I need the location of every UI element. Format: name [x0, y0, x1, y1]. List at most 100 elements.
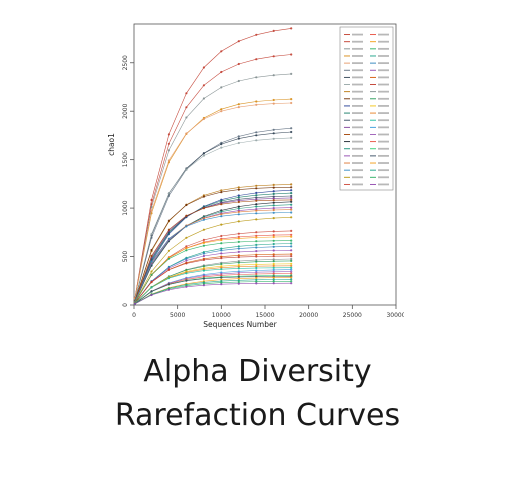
data-point	[185, 168, 188, 171]
data-point	[272, 207, 275, 210]
data-point	[290, 239, 293, 242]
series-line	[134, 260, 292, 304]
data-point	[237, 62, 240, 66]
data-point	[220, 143, 223, 146]
data-point	[237, 247, 240, 250]
data-point	[290, 200, 293, 203]
data-point	[185, 259, 188, 262]
series-line	[134, 250, 292, 304]
data-point	[237, 79, 240, 83]
data-point	[255, 134, 258, 137]
data-point	[255, 255, 258, 258]
legend-entry-text-placeholder	[378, 162, 389, 164]
data-point	[150, 198, 153, 202]
data-point	[185, 257, 188, 260]
x-tick-label: 5000	[170, 312, 185, 319]
data-point	[272, 211, 275, 214]
data-point	[290, 280, 293, 283]
data-point	[237, 265, 240, 268]
legend-entry-text-placeholder	[378, 169, 389, 172]
x-tick-label: 0	[132, 312, 136, 319]
data-point	[220, 257, 223, 260]
data-point	[202, 218, 205, 221]
legend-entry-text-placeholder	[378, 62, 389, 65]
data-point	[202, 66, 205, 69]
series-line	[134, 127, 292, 301]
data-point	[237, 135, 240, 138]
rarefaction-chart: 0 5000 10000 15000 20000 25000 30000 0 500 1000 15…	[107, 23, 404, 329]
data-point	[272, 245, 275, 248]
data-point	[167, 268, 170, 271]
legend-entry-text-placeholder	[378, 90, 389, 93]
data-point	[237, 186, 240, 189]
data-point	[202, 97, 205, 100]
data-point	[150, 280, 153, 284]
x-tick-label: 10000	[212, 312, 231, 319]
data-point	[237, 205, 240, 208]
data-point	[255, 269, 258, 272]
series-line	[134, 279, 292, 305]
data-point	[150, 260, 153, 263]
data-point	[237, 264, 240, 267]
data-point	[255, 272, 258, 276]
data-point	[290, 278, 293, 281]
legend-entry-text-placeholder	[352, 83, 363, 86]
data-point	[255, 209, 258, 212]
data-point	[290, 233, 293, 236]
data-point	[220, 215, 223, 218]
data-point	[220, 189, 223, 192]
data-point	[237, 277, 240, 280]
legend-entry-text-placeholder	[378, 140, 389, 143]
data-point	[220, 249, 223, 252]
series-line	[134, 199, 292, 302]
data-point	[272, 239, 275, 242]
data-point	[185, 262, 188, 265]
data-point	[150, 205, 153, 209]
data-point	[255, 234, 258, 237]
data-point	[255, 205, 258, 208]
data-point	[272, 235, 275, 239]
data-point	[202, 241, 205, 244]
data-point	[290, 127, 293, 130]
legend-entry-text-placeholder	[378, 69, 389, 72]
legend-entry-text-placeholder	[378, 83, 389, 86]
data-point	[290, 245, 293, 248]
y-tick-label: 0	[122, 303, 129, 307]
data-point	[185, 225, 188, 228]
data-point	[220, 238, 223, 242]
caption-line-1: Alpha Diversity	[143, 354, 372, 389]
data-point	[272, 199, 275, 202]
legend-entry-text-placeholder	[378, 55, 389, 57]
series-line	[134, 187, 292, 301]
data-point	[255, 191, 258, 194]
data-point	[185, 247, 188, 250]
data-point	[272, 260, 275, 263]
data-point	[220, 276, 223, 279]
data-point	[167, 288, 170, 291]
series-line	[134, 277, 292, 305]
data-point	[290, 266, 293, 269]
data-point	[272, 55, 275, 58]
data-point	[272, 258, 275, 261]
data-point	[290, 264, 293, 267]
data-point	[150, 248, 153, 252]
data-point	[290, 262, 293, 265]
data-point	[272, 186, 275, 189]
data-point	[255, 276, 258, 280]
data-point	[237, 273, 240, 276]
data-point	[255, 58, 258, 61]
data-point	[202, 254, 205, 258]
data-point	[272, 29, 275, 32]
data-point	[237, 280, 240, 284]
data-point	[290, 257, 293, 261]
data-point	[220, 283, 223, 286]
data-point	[272, 255, 275, 258]
data-point	[290, 211, 293, 214]
x-axis-label: Sequences Number	[203, 320, 277, 329]
legend-entry-text-placeholder	[352, 176, 363, 179]
data-point	[255, 246, 258, 249]
y-tick-label: 500	[122, 251, 129, 263]
legend-entry-text-placeholder	[352, 169, 363, 172]
data-point	[290, 98, 293, 101]
data-point	[150, 293, 153, 297]
